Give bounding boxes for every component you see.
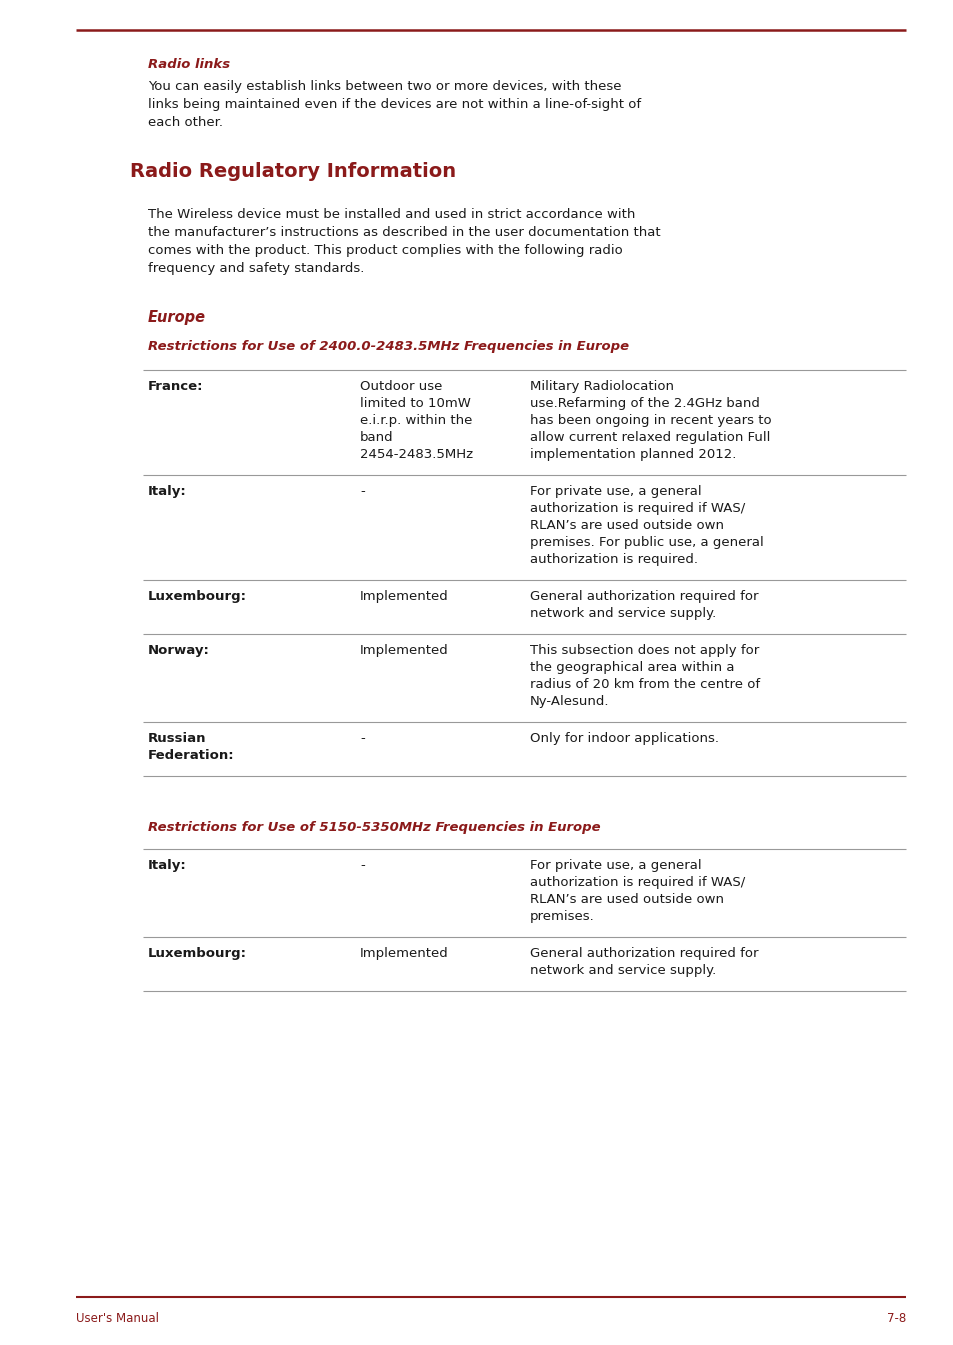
Text: premises. For public use, a general: premises. For public use, a general xyxy=(530,537,763,549)
Text: General authorization required for: General authorization required for xyxy=(530,590,758,603)
Text: General authorization required for: General authorization required for xyxy=(530,947,758,960)
Text: Luxembourg:: Luxembourg: xyxy=(148,590,247,603)
Text: Restrictions for Use of 5150-5350MHz Frequencies in Europe: Restrictions for Use of 5150-5350MHz Fre… xyxy=(148,820,600,834)
Text: the manufacturer’s instructions as described in the user documentation that: the manufacturer’s instructions as descr… xyxy=(148,226,659,239)
Text: -: - xyxy=(359,486,364,498)
Text: Italy:: Italy: xyxy=(148,859,187,872)
Text: Russian: Russian xyxy=(148,732,206,745)
Text: links being maintained even if the devices are not within a line-of-sight of: links being maintained even if the devic… xyxy=(148,98,640,112)
Text: Military Radiolocation: Military Radiolocation xyxy=(530,381,673,393)
Text: User's Manual: User's Manual xyxy=(76,1311,159,1325)
Text: France:: France: xyxy=(148,381,203,393)
Text: has been ongoing in recent years to: has been ongoing in recent years to xyxy=(530,414,771,426)
Text: Implemented: Implemented xyxy=(359,590,448,603)
Text: Radio Regulatory Information: Radio Regulatory Information xyxy=(130,161,456,182)
Text: comes with the product. This product complies with the following radio: comes with the product. This product com… xyxy=(148,243,622,257)
Text: Norway:: Norway: xyxy=(148,644,210,656)
Text: Federation:: Federation: xyxy=(148,749,234,763)
Text: Ny-Alesund.: Ny-Alesund. xyxy=(530,695,609,707)
Text: Implemented: Implemented xyxy=(359,947,448,960)
Text: implementation planned 2012.: implementation planned 2012. xyxy=(530,448,736,461)
Text: network and service supply.: network and service supply. xyxy=(530,964,716,976)
Text: Restrictions for Use of 2400.0-2483.5MHz Frequencies in Europe: Restrictions for Use of 2400.0-2483.5MHz… xyxy=(148,340,628,352)
Text: each other.: each other. xyxy=(148,116,223,129)
Text: network and service supply.: network and service supply. xyxy=(530,607,716,620)
Text: -: - xyxy=(359,859,364,872)
Text: You can easily establish links between two or more devices, with these: You can easily establish links between t… xyxy=(148,79,620,93)
Text: Radio links: Radio links xyxy=(148,58,230,71)
Text: 7-8: 7-8 xyxy=(886,1311,905,1325)
Text: Italy:: Italy: xyxy=(148,486,187,498)
Text: limited to 10mW: limited to 10mW xyxy=(359,397,471,410)
Text: Luxembourg:: Luxembourg: xyxy=(148,947,247,960)
Text: use.Refarming of the 2.4GHz band: use.Refarming of the 2.4GHz band xyxy=(530,397,760,410)
Text: 2454-2483.5MHz: 2454-2483.5MHz xyxy=(359,448,473,461)
Text: frequency and safety standards.: frequency and safety standards. xyxy=(148,262,364,274)
Text: authorization is required if WAS/: authorization is required if WAS/ xyxy=(530,502,744,515)
Text: premises.: premises. xyxy=(530,911,594,923)
Text: RLAN’s are used outside own: RLAN’s are used outside own xyxy=(530,519,723,533)
Text: Implemented: Implemented xyxy=(359,644,448,656)
Text: e.i.r.p. within the: e.i.r.p. within the xyxy=(359,414,472,426)
Text: Europe: Europe xyxy=(148,309,206,325)
Text: This subsection does not apply for: This subsection does not apply for xyxy=(530,644,759,656)
Text: RLAN’s are used outside own: RLAN’s are used outside own xyxy=(530,893,723,907)
Text: For private use, a general: For private use, a general xyxy=(530,859,700,872)
Text: For private use, a general: For private use, a general xyxy=(530,486,700,498)
Text: Only for indoor applications.: Only for indoor applications. xyxy=(530,732,719,745)
Text: the geographical area within a: the geographical area within a xyxy=(530,660,734,674)
Text: allow current relaxed regulation Full: allow current relaxed regulation Full xyxy=(530,430,770,444)
Text: band: band xyxy=(359,430,394,444)
Text: -: - xyxy=(359,732,364,745)
Text: radius of 20 km from the centre of: radius of 20 km from the centre of xyxy=(530,678,760,691)
Text: authorization is required.: authorization is required. xyxy=(530,553,698,566)
Text: authorization is required if WAS/: authorization is required if WAS/ xyxy=(530,876,744,889)
Text: The Wireless device must be installed and used in strict accordance with: The Wireless device must be installed an… xyxy=(148,208,635,221)
Text: Outdoor use: Outdoor use xyxy=(359,381,442,393)
